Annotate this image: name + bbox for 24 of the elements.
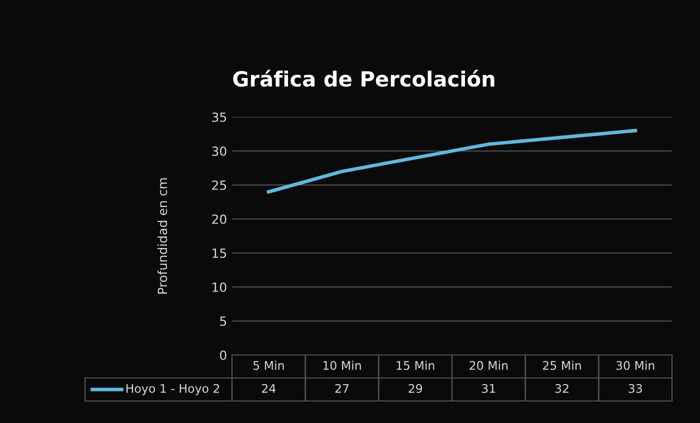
y-tick-label: 30 [212, 146, 226, 156]
x-tick-label: 15 Min [396, 360, 434, 370]
data-label: 27 [335, 384, 348, 393]
legend-label: Hoyo 1 - Hoyo 2 [126, 384, 220, 396]
y-tick-label: 0 [220, 350, 226, 360]
y-tick-label: 15 [212, 248, 226, 258]
data-label: 33 [628, 384, 642, 393]
y-axis-title: Profundidad en cm [157, 178, 168, 294]
y-tick-label: 10 [212, 282, 226, 292]
y-tick-label: 35 [212, 112, 226, 122]
data-label: 24 [262, 384, 276, 393]
line-series [266, 128, 638, 194]
y-tick-label: 5 [220, 316, 226, 326]
x-tick-label: 25 Min [543, 360, 581, 370]
data-label: 32 [555, 384, 568, 393]
x-tick-label: 10 Min [323, 360, 361, 370]
data-label: 29 [408, 384, 422, 393]
x-tick-label: 30 Min [616, 360, 654, 370]
data-label: 31 [482, 384, 496, 393]
x-tick-label: 20 Min [470, 360, 508, 370]
y-tick-label: 20 [212, 214, 226, 224]
y-tick-label: 25 [212, 180, 226, 190]
chart-title: Gráfica de Percolación [233, 70, 494, 87]
x-tick-label: 5 Min [253, 360, 284, 370]
